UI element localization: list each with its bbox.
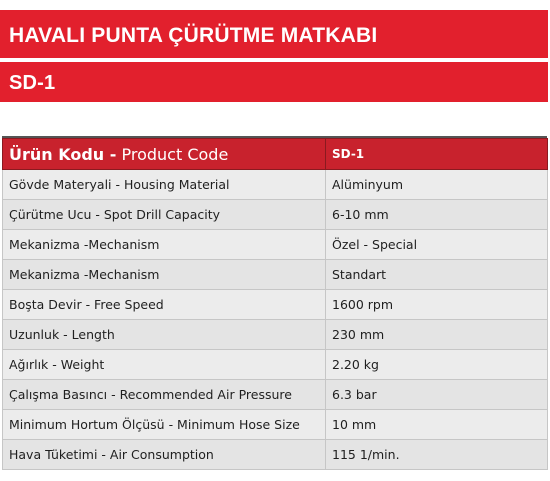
spec-table: Ürün Kodu - Product Code SD-1 Gövde Mate… (2, 138, 548, 470)
spec-label: Boşta Devir - Free Speed (2, 289, 326, 320)
table-row: Boşta Devir - Free Speed 1600 rpm (2, 289, 548, 320)
spec-value: 6.3 bar (325, 379, 548, 410)
product-code-header: Ürün Kodu - Product Code (2, 138, 326, 170)
table-row: Ağırlık - Weight 2.20 kg (2, 349, 548, 380)
product-code-label-tr: Ürün Kodu - (9, 144, 117, 164)
spec-value: 6-10 mm (325, 199, 548, 230)
spec-value: 1600 rpm (325, 289, 548, 320)
model-code: SD-1 (9, 72, 56, 94)
table-top-rule (2, 136, 547, 138)
spec-label: Mekanizma -Mechanism (2, 259, 326, 290)
table-row: Mekanizma -Mechanism Özel - Special (2, 229, 548, 260)
spec-label: Çürütme Ucu - Spot Drill Capacity (2, 199, 326, 230)
spec-value: 230 mm (325, 319, 548, 350)
spec-value: 2.20 kg (325, 349, 548, 380)
spec-value: Özel - Special (325, 229, 548, 260)
table-row: Minimum Hortum Ölçüsü - Minimum Hose Siz… (2, 409, 548, 440)
product-code-label-en: Product Code (116, 144, 229, 164)
spec-value: 10 mm (325, 409, 548, 440)
spec-label: Gövde Materyali - Housing Material (2, 169, 326, 200)
table-row: Mekanizma -Mechanism Standart (2, 259, 548, 290)
product-title: HAVALI PUNTA ÇÜRÜTME MATKABI (9, 24, 378, 47)
spec-label: Ağırlık - Weight (2, 349, 326, 380)
table-header-row: Ürün Kodu - Product Code SD-1 (2, 138, 548, 170)
spec-label: Hava Tüketimi - Air Consumption (2, 439, 326, 470)
spec-label: Mekanizma -Mechanism (2, 229, 326, 260)
spec-label: Minimum Hortum Ölçüsü - Minimum Hose Siz… (2, 409, 326, 440)
spec-value: 115 1/min. (325, 439, 548, 470)
spec-value: Standart (325, 259, 548, 290)
spec-value: Alüminyum (325, 169, 548, 200)
spec-label: Çalışma Basıncı - Recommended Air Pressu… (2, 379, 326, 410)
table-row: Uzunluk - Length 230 mm (2, 319, 548, 350)
table-row: Gövde Materyali - Housing Material Alümi… (2, 169, 548, 200)
product-title-banner: HAVALI PUNTA ÇÜRÜTME MATKABI (0, 10, 548, 58)
spec-label: Uzunluk - Length (2, 319, 326, 350)
product-code-value: SD-1 (325, 138, 548, 170)
table-row: Çürütme Ucu - Spot Drill Capacity 6-10 m… (2, 199, 548, 230)
table-row: Çalışma Basıncı - Recommended Air Pressu… (2, 379, 548, 410)
model-banner: SD-1 (0, 62, 548, 102)
table-row: Hava Tüketimi - Air Consumption 115 1/mi… (2, 439, 548, 470)
